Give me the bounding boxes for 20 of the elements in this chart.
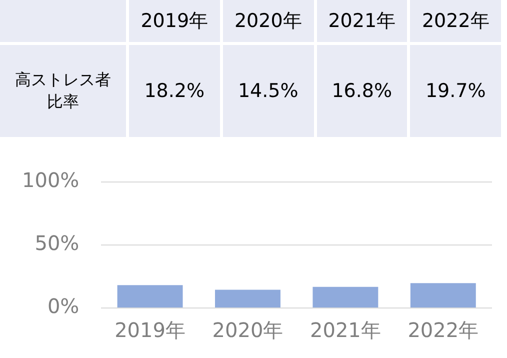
y-tick-label: 0% bbox=[47, 294, 80, 318]
category-label: 2019年 bbox=[140, 10, 208, 32]
bar bbox=[312, 286, 378, 308]
x-tick-label: 2019年 bbox=[114, 318, 186, 342]
data-label: 18.2% bbox=[129, 45, 220, 137]
x-tick-label: 2021年 bbox=[310, 318, 381, 342]
bar bbox=[117, 285, 183, 308]
text: 高ストレス者比率 bbox=[0, 45, 126, 137]
y-tick-label: 50% bbox=[34, 231, 80, 256]
category-label: 2022年 bbox=[422, 10, 490, 32]
x-tick-label: 2020年 bbox=[212, 318, 284, 342]
data-label: 19.7% bbox=[410, 45, 501, 137]
category-label: 2020年 bbox=[234, 10, 302, 32]
bar bbox=[410, 283, 476, 308]
y-tick-label: 100% bbox=[22, 168, 80, 192]
data-label: 14.5% bbox=[222, 45, 314, 137]
data-label: 16.8% bbox=[316, 45, 408, 137]
bar bbox=[215, 290, 280, 308]
category-label: 2021年 bbox=[328, 10, 396, 32]
x-tick-label: 2022年 bbox=[408, 318, 479, 342]
